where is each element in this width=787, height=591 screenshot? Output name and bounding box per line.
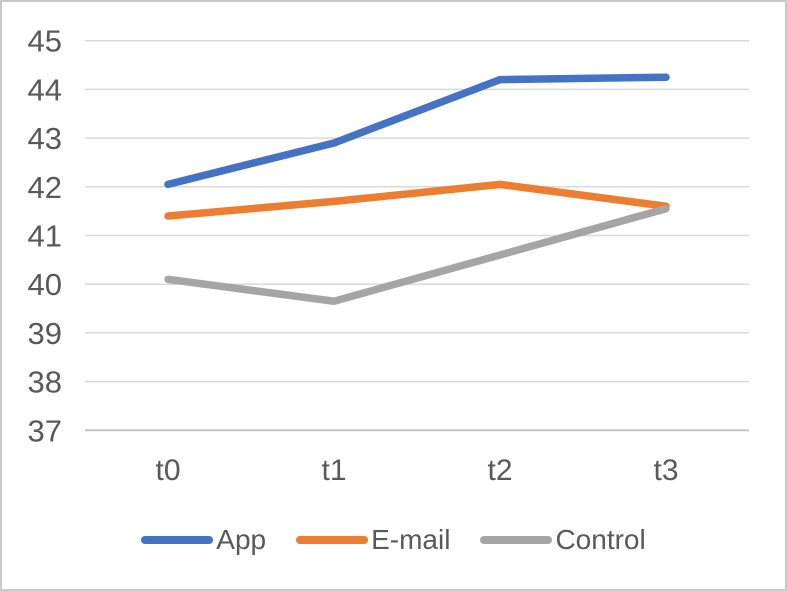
legend-label-app: App	[216, 524, 267, 555]
legend-swatch-app	[141, 536, 214, 544]
legend-item-email: E-mail	[296, 522, 450, 558]
legend-label-control: Control	[555, 524, 646, 555]
series-line-control	[164, 204, 670, 305]
x-tick-label: t2	[487, 454, 512, 487]
y-tick-label: 44	[28, 72, 62, 107]
series-line-e-mail	[164, 180, 670, 220]
x-tick-label: t0	[155, 454, 180, 487]
series-line-app	[164, 73, 670, 189]
x-tick-label: t1	[321, 454, 346, 487]
legend-item-control: Control	[480, 522, 646, 558]
chart-legend: App E-mail Control	[2, 522, 785, 558]
y-tick-label: 37	[28, 413, 62, 448]
y-tick-label: 45	[28, 24, 62, 59]
y-tick-label: 38	[28, 365, 62, 400]
legend-label-email: E-mail	[371, 524, 451, 555]
legend-item-app: App	[141, 522, 266, 558]
legend-swatch-control	[480, 536, 553, 544]
y-tick-label: 39	[28, 316, 62, 351]
y-tick-label: 43	[28, 121, 62, 156]
y-tick-label: 40	[28, 267, 62, 302]
x-tick-label: t3	[653, 454, 678, 487]
y-tick-label: 42	[28, 170, 62, 205]
legend-swatch-email	[296, 536, 369, 544]
y-tick-label: 41	[28, 219, 62, 254]
